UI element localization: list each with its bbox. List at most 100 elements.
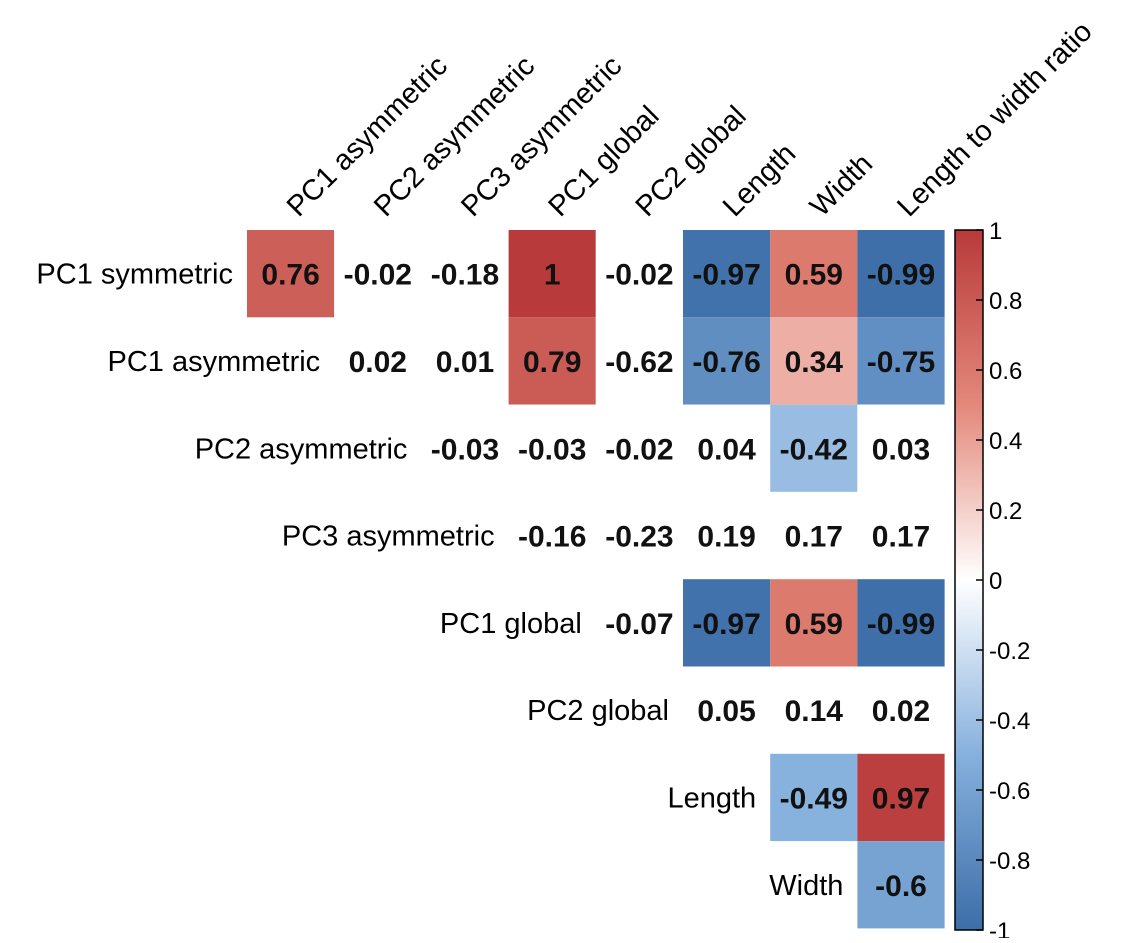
cell-value-label: -0.03	[518, 433, 586, 466]
colorbar-tick-label: 0.4	[989, 428, 1022, 455]
row-label: PC2 asymmetric	[195, 433, 408, 465]
colorbar-tick-label: 1	[989, 218, 1002, 245]
cell-value-label: 0.01	[436, 346, 494, 379]
colorbar-tick-label: -0.2	[989, 638, 1030, 665]
heatmap-cell	[770, 404, 858, 492]
row-label: PC2 global	[527, 695, 669, 727]
heatmap-cell	[421, 404, 509, 492]
cell-value-label: 1	[544, 259, 561, 292]
colorbar-tick-label: -1	[989, 918, 1010, 938]
column-label: PC3 asymmetric	[455, 50, 628, 223]
cell-value-label: -0.49	[780, 782, 848, 815]
heatmap-cell	[595, 230, 683, 318]
cell-value-label: 0.05	[697, 695, 755, 728]
cell-value-label: -0.02	[605, 433, 673, 466]
cell-value-label: 0.76	[261, 259, 319, 292]
colorbar-tick-label: -0.8	[989, 848, 1030, 875]
cell-value-label: -0.18	[431, 259, 499, 292]
heatmap-cells	[247, 230, 945, 929]
heatmap-cell	[857, 491, 945, 580]
row-label: Width	[769, 870, 843, 902]
row-label: PC1 symmetric	[36, 259, 233, 291]
cell-value-label: 0.02	[349, 346, 407, 379]
cell-value-label: -0.99	[867, 608, 935, 641]
colorbar: 1 0.8 0.6 0.4 0.2 0 -0.2 -0.4 -0.6 -0.8 -1	[954, 218, 1030, 943]
cell-value-label: 0.34	[785, 346, 844, 379]
heatmap-cell	[595, 317, 683, 405]
cell-value-label: -0.23	[605, 521, 673, 554]
cell-value-label: 0.04	[697, 433, 756, 466]
heatmap-cell-labels: 0.76 -0.02 -0.18 1 -0.02 -0.97 0.59 -0.99 0.02 0.…	[261, 259, 935, 903]
heatmap-cell	[508, 230, 596, 318]
heatmap-cell	[770, 230, 858, 318]
cell-value-label: -0.62	[605, 346, 673, 379]
heatmap-cell	[247, 230, 335, 318]
heatmap-cell	[595, 404, 683, 492]
cell-value-label: -0.02	[605, 259, 673, 292]
heatmap-cell	[683, 666, 771, 754]
cell-value-label: 0.97	[872, 782, 930, 815]
heatmap-cell	[683, 404, 771, 492]
cell-value-label: -0.6	[875, 870, 927, 903]
cell-value-label: 0.03	[872, 433, 930, 466]
heatmap-cell	[334, 317, 422, 405]
heatmap-cell	[683, 579, 771, 667]
heatmap-cell	[857, 230, 945, 318]
row-label: PC1 asymmetric	[107, 346, 320, 378]
cell-value-label: 0.17	[785, 521, 843, 554]
cell-value-label: 0.17	[872, 521, 930, 554]
cell-value-label: 0.79	[523, 346, 581, 379]
heatmap-cell	[595, 579, 683, 667]
column-label: Length to width ratio	[891, 16, 1098, 223]
cell-value-label: -0.42	[780, 433, 848, 466]
heatmap-cell	[770, 317, 858, 405]
cell-value-label: 0.14	[785, 695, 844, 728]
cell-value-label: 0.59	[785, 608, 843, 641]
cell-value-label: -0.02	[344, 259, 412, 292]
heatmap-cell	[683, 230, 771, 318]
cell-value-label: -0.76	[692, 346, 760, 379]
heatmap-cell	[595, 491, 683, 580]
cell-value-label: 0.02	[872, 695, 930, 728]
column-label: PC2 asymmetric	[368, 50, 541, 223]
cell-value-label: 0.19	[697, 521, 755, 554]
cell-value-label: -0.16	[518, 521, 586, 554]
cell-value-label: -0.97	[692, 259, 760, 292]
row-label: PC3 asymmetric	[282, 521, 495, 553]
column-label: PC1 asymmetric	[281, 50, 454, 223]
colorbar-tick-label: -0.4	[989, 708, 1030, 735]
heatmap-cell	[857, 404, 945, 492]
heatmap-cell	[421, 230, 509, 318]
column-label: Width	[804, 148, 879, 223]
colorbar-tick-label: 0.6	[989, 358, 1022, 385]
cell-value-label: 0.59	[785, 259, 843, 292]
heatmap-cell	[421, 317, 509, 405]
heatmap-cell	[770, 579, 858, 667]
cell-value-label: -0.75	[867, 346, 935, 379]
colorbar-tick-label: 0	[989, 568, 1002, 595]
cell-value-label: -0.03	[431, 433, 499, 466]
column-label: Length	[717, 138, 802, 223]
heatmap-cell	[770, 666, 858, 754]
heatmap-cell	[857, 317, 945, 405]
heatmap-cell	[508, 317, 596, 405]
heatmap-cell	[857, 753, 945, 842]
colorbar-tick-label: 0.8	[989, 288, 1022, 315]
heatmap-cell	[857, 666, 945, 754]
row-label: Length	[667, 782, 756, 814]
colorbar-tick-label: 0.2	[989, 498, 1022, 525]
heatmap-cell	[770, 753, 858, 842]
heatmap-cell	[857, 841, 945, 929]
row-label: PC1 global	[440, 608, 582, 640]
cell-value-label: -0.97	[692, 608, 760, 641]
cell-value-label: -0.99	[867, 259, 935, 292]
heatmap-cell	[508, 491, 596, 580]
heatmap-cell	[683, 317, 771, 405]
row-labels: PC1 symmetric PC1 asymmetric PC2 asymmetri…	[36, 259, 843, 902]
heatmap-cell	[857, 579, 945, 667]
heatmap-cell	[770, 491, 858, 580]
heatmap-cell	[334, 230, 422, 318]
